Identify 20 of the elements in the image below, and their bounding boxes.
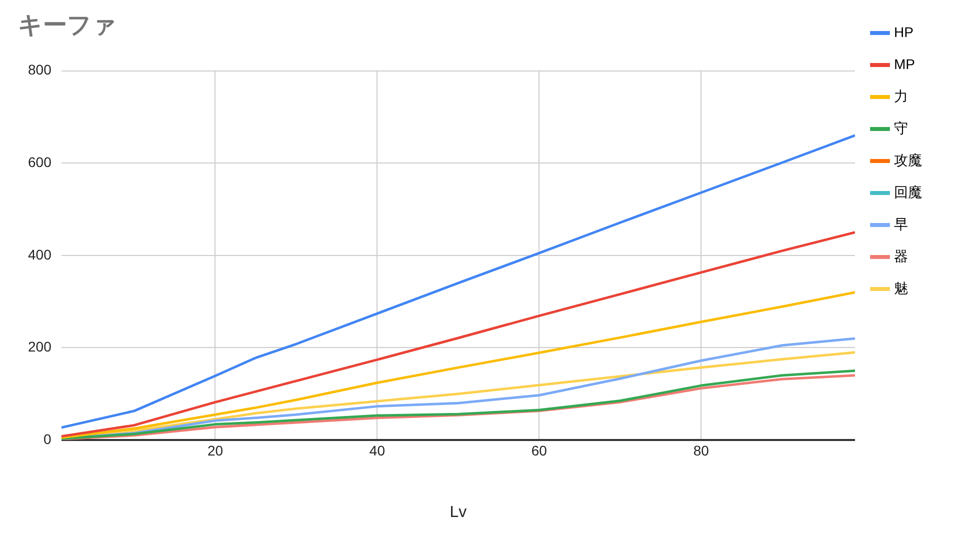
legend-label: 守 — [894, 120, 908, 136]
y-tick-label: 600 — [28, 154, 52, 170]
x-tick-label: 60 — [531, 442, 548, 458]
legend-label: 早 — [894, 216, 908, 232]
legend-label: 攻魔 — [894, 152, 922, 168]
legend-label: MP — [894, 56, 915, 72]
legend-label: HP — [894, 24, 914, 40]
y-tick-label: 0 — [44, 430, 52, 447]
legend-label: 力 — [894, 88, 908, 104]
y-tick-label: 200 — [28, 338, 52, 355]
y-tick-label: 800 — [28, 62, 52, 78]
legend-label: 回魔 — [894, 184, 922, 200]
legend-label: 器 — [894, 248, 908, 264]
x-tick-label: 40 — [369, 442, 386, 458]
x-axis-title: Lv — [450, 504, 467, 521]
y-tick-label: 400 — [28, 246, 52, 262]
x-tick-label: 20 — [207, 442, 224, 458]
x-tick-label: 80 — [693, 442, 710, 458]
legend-label: 魅 — [894, 280, 908, 296]
chart-title: キーファ — [18, 12, 117, 40]
